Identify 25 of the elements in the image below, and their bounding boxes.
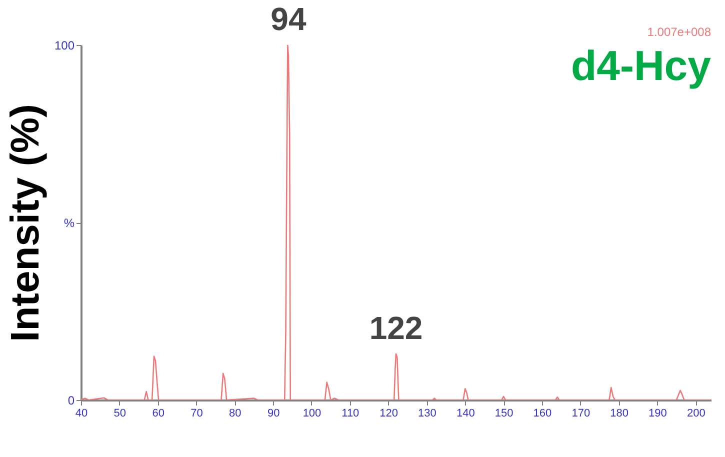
- y-tick-label: 0: [68, 394, 75, 408]
- text: 1.007e+008: [647, 25, 712, 39]
- x-tick-label: 120: [380, 408, 398, 420]
- x-tick-label: 40: [75, 408, 88, 420]
- x-tick-label: 130: [418, 408, 436, 420]
- x-tick-label: 80: [229, 408, 242, 420]
- annotation: 122: [369, 310, 423, 346]
- x-tick-label: 180: [610, 408, 628, 420]
- x-tick-label: 50: [114, 408, 126, 420]
- x-tick-label: 140: [456, 408, 475, 420]
- y-axis-title: Intensity (%): [3, 104, 48, 342]
- x-tick-label: 100: [302, 408, 322, 420]
- annotation: 94: [270, 1, 306, 37]
- y-tick-label: %: [64, 216, 75, 230]
- y-tick-label: 100: [54, 38, 75, 52]
- x-tick-label: 60: [152, 408, 164, 420]
- x-tick-label: 190: [648, 408, 667, 420]
- chart-title: d4-Hcy: [570, 42, 712, 89]
- x-tick-label: 90: [267, 408, 280, 420]
- x-tick-label: 70: [190, 408, 203, 420]
- x-tick-label: 160: [533, 408, 552, 420]
- x-tick-label: 110: [342, 408, 360, 420]
- x-tick-label: 150: [494, 408, 514, 420]
- x-tick-label: 170: [572, 408, 590, 420]
- x-tick-label: 200: [686, 408, 706, 420]
